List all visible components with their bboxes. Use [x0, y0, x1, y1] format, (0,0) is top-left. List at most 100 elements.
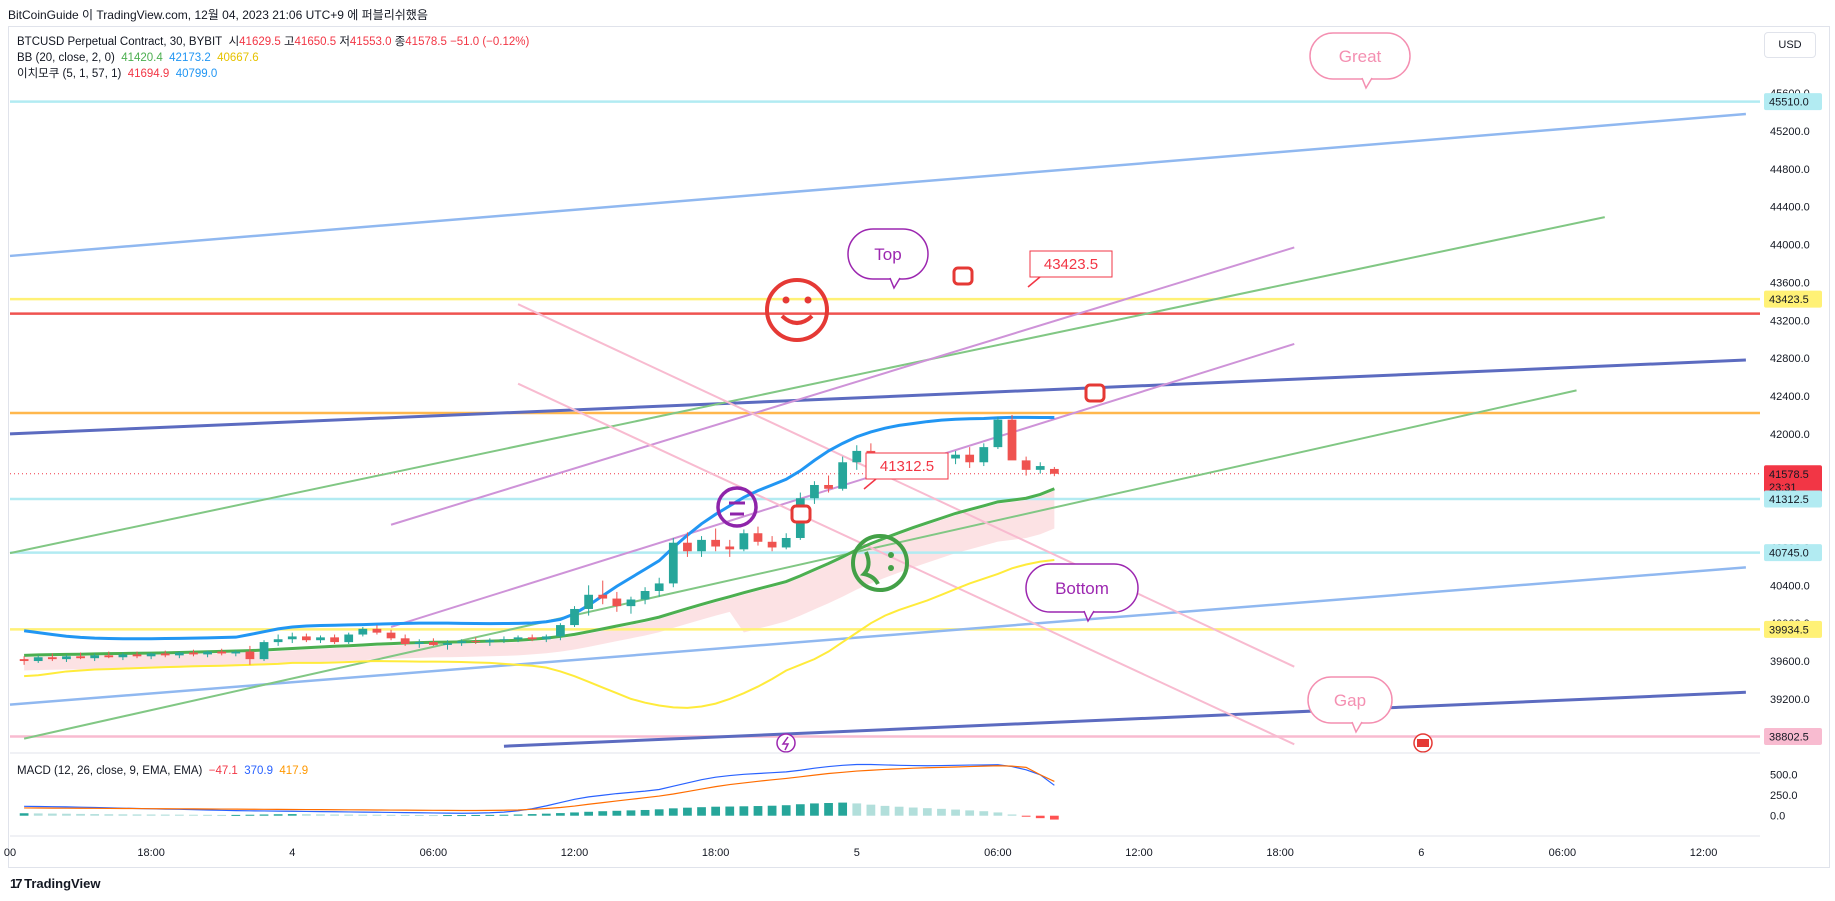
bb-indicator-name[interactable]: BB (20, close, 2, 0)	[17, 52, 115, 64]
macd-hist-bar	[767, 805, 777, 816]
close-value: 41578.5	[405, 36, 447, 48]
publish-caption: BitCoinGuide 이 TradingView.com, 12월 04, …	[8, 8, 428, 22]
macd-hist-bar	[654, 809, 664, 816]
price-tick-label: 42400.0	[1770, 391, 1810, 403]
macd-hist-bar	[203, 814, 212, 816]
bb-upper-value: 42173.2	[169, 52, 211, 64]
candle-body	[189, 652, 198, 655]
confused-eye-2	[888, 565, 894, 571]
price-label-bg	[1764, 93, 1822, 111]
macd-signal-value: 417.9	[279, 765, 309, 777]
price-tick-label: 44800.0	[1770, 164, 1810, 176]
smile-eye-left	[782, 296, 790, 304]
macd-hist-bar	[76, 813, 85, 816]
lightning-bolt	[781, 736, 790, 751]
symbol-label[interactable]: BTCUSD Perpetual Contract, 30, BYBIT	[17, 36, 223, 48]
price-label-bg	[1764, 290, 1822, 308]
macd-hist-bar	[301, 814, 311, 816]
price-label-text: 45510.0	[1769, 97, 1809, 109]
trend-lines	[9, 112, 1746, 748]
currency-button[interactable]: USD	[1764, 32, 1816, 58]
callout-gap-bubble	[1307, 676, 1393, 724]
price-axis: 45600.045200.044800.044400.044000.043600…	[1764, 88, 1822, 823]
neutral-face-icon	[716, 486, 758, 528]
candle-body	[965, 454, 975, 463]
price-label-text: 39934.5	[1769, 624, 1809, 636]
candle-body	[781, 537, 791, 548]
candle-body	[372, 628, 382, 633]
macd-hist-bar	[19, 813, 29, 816]
horizontal-lines	[10, 100, 1760, 738]
macd-hist-bar	[810, 803, 819, 816]
macd-hist-bar	[485, 814, 495, 816]
candle-body	[90, 655, 100, 659]
callout-bottom-tail	[1083, 610, 1095, 623]
time-tick-label: 12:00	[1690, 847, 1718, 859]
candle-body	[471, 641, 481, 643]
smile-eye-right	[804, 296, 812, 304]
ichimoku-indicator-name[interactable]: 이치모쿠 (5, 1, 57, 1)	[17, 68, 122, 80]
candle-body	[1049, 468, 1059, 474]
macd-hist-bar	[866, 804, 876, 816]
macd-hist-bar	[400, 814, 410, 816]
macd-tick-label: 250.0	[1770, 790, 1798, 802]
candle-body	[951, 454, 960, 459]
price-tick-label: 43600.0	[1770, 277, 1810, 289]
price-note-high: 43423.5	[1027, 250, 1113, 288]
candle-body	[739, 533, 749, 550]
macd-hist-bar	[104, 814, 114, 816]
macd-hist-bar	[344, 814, 354, 816]
time-tick-label: 5	[854, 847, 860, 859]
bollinger-bands	[23, 415, 1055, 709]
macd-hist-bar	[697, 807, 706, 816]
candle-body	[429, 642, 438, 645]
macd-hist-bar	[146, 814, 156, 816]
macd-hist-bar	[33, 813, 43, 816]
candle-body	[1021, 460, 1031, 470]
flag-stripes	[1417, 739, 1429, 747]
price-label-text: 43423.5	[1769, 294, 1809, 306]
price-label-text: 38802.5	[1769, 732, 1809, 744]
pointing-hand-icon	[790, 504, 812, 524]
callout-top-tail	[889, 277, 901, 290]
macd-hist-bar	[795, 804, 805, 816]
callout-top: Top	[847, 228, 929, 290]
time-axis: 00 18:00 4 06:00 12:00 18:00 5 06:00 12:00 18:00 6…	[4, 835, 1760, 859]
macd-hist-bar	[739, 806, 749, 816]
price-note-low-box	[865, 452, 949, 480]
price-note-high-text: 43423.5	[1044, 256, 1098, 273]
chart-legend: BTCUSD Perpetual Contract, 30, BYBIT 시41…	[17, 34, 529, 82]
time-tick-label: 00	[4, 847, 16, 859]
macd-line	[24, 763, 1055, 814]
macd-hist-bar	[330, 814, 339, 816]
price-tick-label: 39600.0	[1770, 656, 1810, 668]
annotations: Great Top Bottom Gap 43423.5 41312.5	[716, 32, 1433, 753]
time-tick-label: 12:00	[1125, 847, 1153, 859]
trendline-0	[9, 112, 1746, 258]
callout-gap-text: Gap	[1334, 691, 1366, 710]
callout-bottom-text: Bottom	[1055, 579, 1109, 598]
open-value: 41629.5	[239, 36, 281, 48]
tradingview-logo[interactable]: 17 TradingView	[10, 876, 100, 891]
price-note-low-pointer	[863, 478, 877, 490]
macd-indicator-name[interactable]: MACD (12, 26, close, 9, EMA, EMA)	[17, 765, 203, 777]
macd-hist-bar	[908, 807, 918, 816]
confused-eye-1	[888, 552, 894, 558]
macd-hist-bar	[118, 814, 128, 816]
macd-hist-bar	[287, 814, 297, 816]
pointing-hand-icon	[952, 266, 974, 286]
candle-body	[330, 637, 339, 643]
smile-mouth	[780, 314, 814, 325]
macd-hist-bar	[640, 809, 650, 816]
trendline-4	[9, 216, 1605, 555]
tradingview-logo-icon: 17	[10, 876, 23, 891]
candle-body	[259, 642, 269, 660]
macd-hist-bar	[683, 807, 692, 816]
macd-hist-bar	[584, 811, 594, 816]
macd-hist-bar	[556, 813, 565, 816]
close-label: 종	[394, 36, 406, 48]
price-tick-label: 42800.0	[1770, 353, 1810, 365]
macd-hist-bar	[273, 814, 283, 816]
macd-hist-bar	[160, 814, 170, 816]
